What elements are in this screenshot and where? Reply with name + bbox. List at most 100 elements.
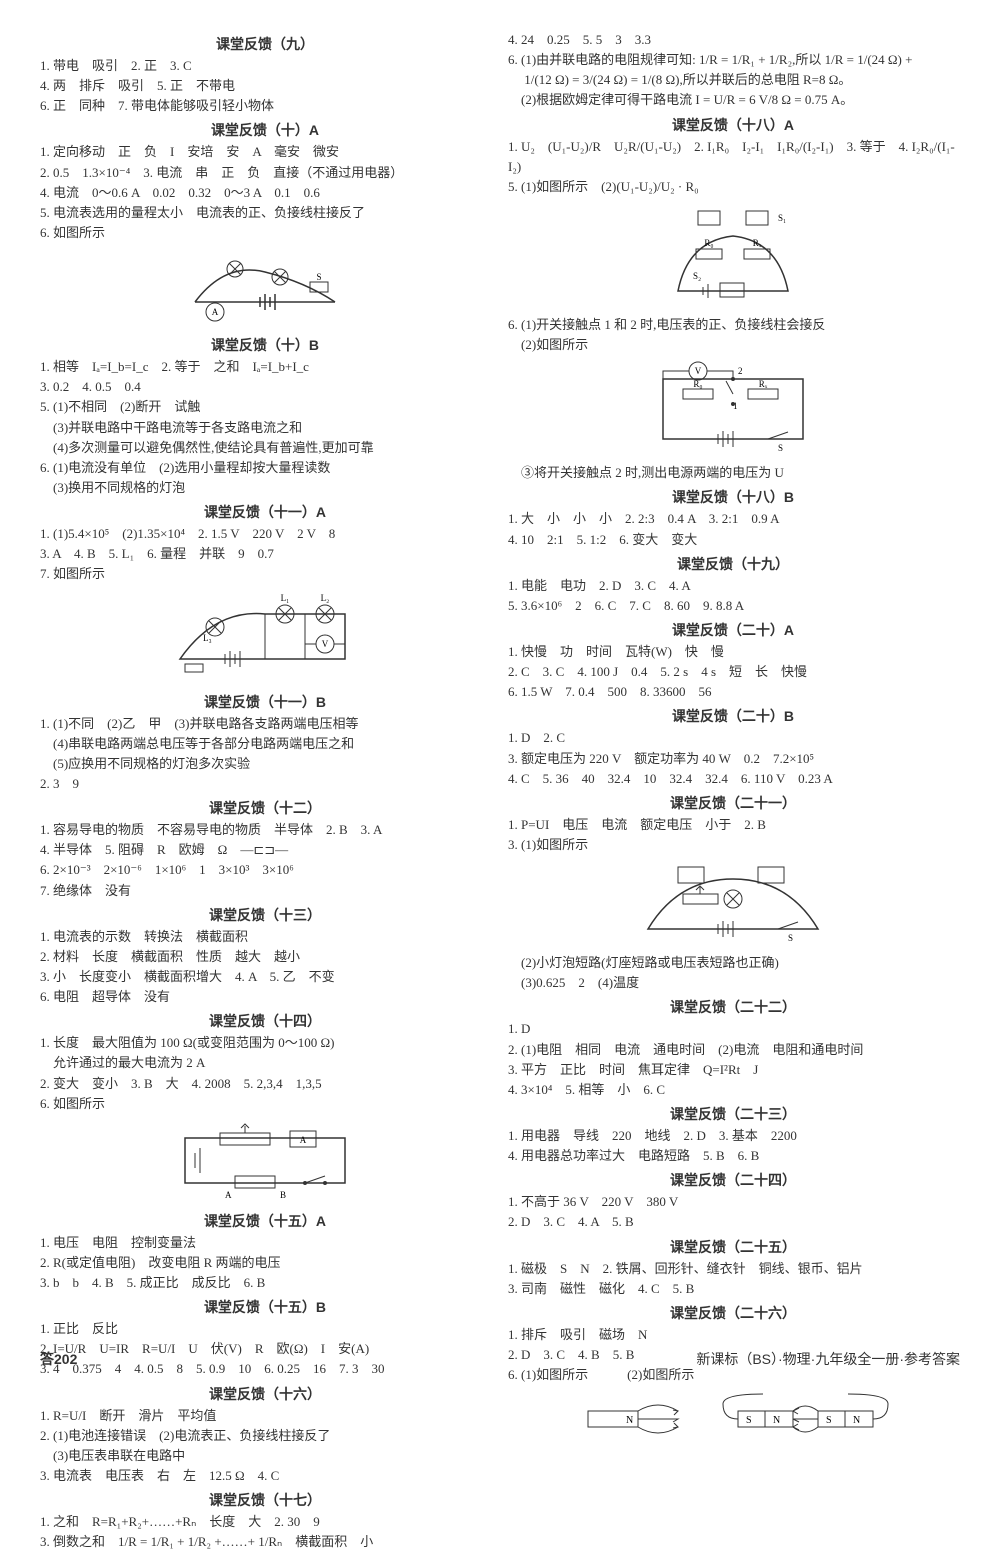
svg-text:S: S bbox=[316, 272, 321, 282]
answer-line: (3)换用不同规格的灯泡 bbox=[40, 478, 490, 498]
answer-line: 4. 半导体 5. 阻碍 R 欧姆 Ω —⊏⊐— bbox=[40, 840, 490, 860]
answer-line: 1. 正比 反比 bbox=[40, 1319, 490, 1339]
svg-text:N: N bbox=[773, 1415, 780, 1426]
circuit-diagram: VR₀Rₓ21S bbox=[638, 359, 828, 459]
answer-line: 3. 司南 磁性 磁化 4. C 5. B bbox=[508, 1279, 958, 1299]
answer-line: 4. 3×10⁴ 5. 相等 小 6. C bbox=[508, 1080, 958, 1100]
answer-line: 1. R=U/I 断开 滑片 平均值 bbox=[40, 1406, 490, 1426]
answer-line: 1. 磁极 S N 2. 铁屑、回形针、缝衣针 铜线、银币、铝片 bbox=[508, 1259, 958, 1279]
svg-text:R₀: R₀ bbox=[704, 238, 713, 248]
section-title: 课堂反馈（二十一） bbox=[508, 793, 958, 813]
svg-text:S: S bbox=[778, 443, 783, 453]
svg-text:Rₓ: Rₓ bbox=[753, 238, 762, 248]
answer-line: 1. 电能 电功 2. D 3. C 4. A bbox=[508, 576, 958, 596]
answer-line: (2)根据欧姆定律可得干路电流 I = U/R = 6 V/8 Ω = 0.75… bbox=[508, 90, 958, 110]
svg-text:A: A bbox=[225, 1190, 232, 1200]
diagram-wrapper: R₀RₓS₁S₂ bbox=[508, 201, 958, 311]
answer-line: 7. 绝缘体 没有 bbox=[40, 881, 490, 901]
svg-text:L₁: L₁ bbox=[281, 593, 290, 603]
answer-line: 1. 大 小 小 小 2. 2:3 0.4 A 3. 2:1 0.9 A bbox=[508, 509, 958, 529]
circuit-diagram: L₁L₂L₃V bbox=[155, 589, 375, 684]
circuit-diagram: R₀RₓS₁S₂ bbox=[648, 201, 818, 311]
answer-line: 1. 带电 吸引 2. 正 3. C bbox=[40, 56, 490, 76]
answer-line: 6. (1)由并联电路的电阻规律可知: 1/R = 1/R₁ + 1/R₂,所以… bbox=[508, 50, 958, 70]
answer-line: 1. 电压 电阻 控制变量法 bbox=[40, 1233, 490, 1253]
answer-line: 6. (1)电流没有单位 (2)选用小量程却按大量程读数 bbox=[40, 458, 490, 478]
answer-line: 1. (1)5.4×10⁵ (2)1.35×10⁴ 2. 1.5 V 220 V… bbox=[40, 524, 490, 544]
section-title: 课堂反馈（二十）B bbox=[508, 706, 958, 726]
answer-line: 2. 材料 长度 横截面积 性质 越大 越小 bbox=[40, 947, 490, 967]
answer-line: 1. U₂ (U₁-U₂)/R U₂R/(U₁-U₂) 2. I₁R₀ I₂-I… bbox=[508, 137, 958, 177]
answer-line: 6. (1)开关接触点 1 和 2 时,电压表的正、负接线柱会接反 bbox=[508, 315, 958, 335]
answer-line: 2. 0.5 1.3×10⁻⁴ 3. 电流 串 正 负 直接（不通过用电器） bbox=[40, 163, 490, 183]
answer-line: 6. 如图所示 bbox=[40, 223, 490, 243]
svg-text:L₃: L₃ bbox=[203, 633, 212, 643]
answer-line: 5. (1)如图所示 (2)(U₁-U₂)/U₂ · R₀ bbox=[508, 177, 958, 197]
svg-text:S: S bbox=[788, 933, 793, 943]
answer-line: 1. 快慢 功 时间 瓦特(W) 快 慢 bbox=[508, 642, 958, 662]
svg-text:V: V bbox=[322, 639, 329, 649]
svg-text:A: A bbox=[300, 1135, 307, 1145]
answer-line: 1. 不高于 36 V 220 V 380 V bbox=[508, 1192, 958, 1212]
answer-line: 7. 如图所示 bbox=[40, 564, 490, 584]
section-title: 课堂反馈（二十三） bbox=[508, 1104, 958, 1124]
circuit-diagram: AAB bbox=[165, 1118, 365, 1203]
answer-line: (2)小灯泡短路(灯座短路或电压表短路也正确) bbox=[508, 953, 958, 973]
answer-line: 2. C 3. C 4. 100 J 0.4 5. 2 s 4 s 短 长 快慢 bbox=[508, 662, 958, 682]
answer-line: (2)如图所示 bbox=[508, 335, 958, 355]
answer-line: 3. 电流表 电压表 右 左 12.5 Ω 4. C bbox=[40, 1466, 490, 1486]
section-title: 课堂反馈（十四） bbox=[40, 1011, 490, 1031]
two-column-layout: 课堂反馈（九）1. 带电 吸引 2. 正 3. C4. 两 排斥 吸引 5. 正… bbox=[40, 30, 960, 1330]
answer-line: 4. 10 2:1 5. 1:2 6. 变大 变大 bbox=[508, 530, 958, 550]
answer-line: 3. b b 4. B 5. 成正比 成反比 6. B bbox=[40, 1273, 490, 1293]
section-title: 课堂反馈（十一）A bbox=[40, 502, 490, 522]
diagram-wrapper: SA bbox=[40, 247, 490, 327]
section-title: 课堂反馈（二十五） bbox=[508, 1237, 958, 1257]
svg-text:S: S bbox=[826, 1415, 832, 1426]
section-title: 课堂反馈（十七） bbox=[40, 1490, 490, 1510]
section-title: 课堂反馈（九） bbox=[40, 34, 490, 54]
answer-line: 3. 小 长度变小 横截面积增大 4. A 5. 乙 不变 bbox=[40, 967, 490, 987]
answer-line: (5)应换用不同规格的灯泡多次实验 bbox=[40, 754, 490, 774]
answer-line: 1. 用电器 导线 220 地线 2. D 3. 基本 2200 bbox=[508, 1126, 958, 1146]
answer-line: 1. D bbox=[508, 1019, 958, 1039]
answer-line: 3. 额定电压为 220 V 额定功率为 40 W 0.2 7.2×10⁵ bbox=[508, 749, 958, 769]
section-title: 课堂反馈（十二） bbox=[40, 798, 490, 818]
diagram-wrapper: L₁L₂L₃V bbox=[40, 589, 490, 684]
answer-line: 2. (1)电池连接错误 (2)电流表正、负接线柱接反了 bbox=[40, 1426, 490, 1446]
section-title: 课堂反馈（十五）B bbox=[40, 1297, 490, 1317]
svg-text:2: 2 bbox=[738, 366, 743, 376]
answer-line: 1. P=UI 电压 电流 额定电压 小于 2. B bbox=[508, 815, 958, 835]
answer-line: 4. 24 0.25 5. 5 3 3.3 bbox=[508, 30, 958, 50]
book-title: 新课标（BS）·物理·九年级全一册·参考答案 bbox=[696, 1349, 960, 1369]
svg-text:N: N bbox=[626, 1415, 633, 1426]
section-title: 课堂反馈（十三） bbox=[40, 905, 490, 925]
answer-line: 6. 1.5 W 7. 0.4 500 8. 33600 56 bbox=[508, 682, 958, 702]
left-column: 课堂反馈（九）1. 带电 吸引 2. 正 3. C4. 两 排斥 吸引 5. 正… bbox=[40, 30, 490, 1330]
answer-line: 4. 两 排斥 吸引 5. 正 不带电 bbox=[40, 76, 490, 96]
answer-line: 3. (1)如图所示 bbox=[508, 835, 958, 855]
diagram-wrapper: S bbox=[508, 859, 958, 949]
section-title: 课堂反馈（二十）A bbox=[508, 620, 958, 640]
answer-line: 1/(12 Ω) = 3/(24 Ω) = 1/(8 Ω),所以并联后的总电阻 … bbox=[508, 70, 958, 90]
answer-line: 6. 2×10⁻³ 2×10⁻⁶ 1×10⁶ 1 3×10³ 3×10⁶ bbox=[40, 860, 490, 880]
answer-line: 3. A 4. B 5. L₁ 6. 量程 并联 9 0.7 bbox=[40, 544, 490, 564]
answer-line: 3. 平方 正比 时间 焦耳定律 Q=I²Rt J bbox=[508, 1060, 958, 1080]
answer-line: 3. 倒数之和 1/R = 1/R₁ + 1/R₂ +……+ 1/Rₙ 横截面积… bbox=[40, 1532, 490, 1552]
page-footer: 答202 新课标（BS）·物理·九年级全一册·参考答案 bbox=[40, 1349, 960, 1369]
section-title: 课堂反馈（十八）B bbox=[508, 487, 958, 507]
answer-line: (3)电压表串联在电路中 bbox=[40, 1446, 490, 1466]
section-title: 课堂反馈（十五）A bbox=[40, 1211, 490, 1231]
section-title: 课堂反馈（二十四） bbox=[508, 1170, 958, 1190]
answer-line: 1. 电流表的示数 转换法 横截面积 bbox=[40, 927, 490, 947]
page-num: 202 bbox=[54, 1351, 77, 1367]
page-label: 答 bbox=[40, 1351, 54, 1367]
page-number: 答202 bbox=[40, 1349, 77, 1369]
diagram-wrapper: VR₀Rₓ21S bbox=[508, 359, 958, 459]
answer-line: 1. 容易导电的物质 不容易导电的物质 半导体 2. B 3. A bbox=[40, 820, 490, 840]
answer-line: 1. 相等 Iₐ=I_b=I_c 2. 等于 之和 Iₐ=I_b+I_c bbox=[40, 357, 490, 377]
circuit-diagram: S bbox=[628, 859, 838, 949]
answer-line: ③将开关接触点 2 时,测出电源两端的电压为 U bbox=[508, 463, 958, 483]
svg-text:N: N bbox=[853, 1415, 860, 1426]
answer-line: (4)串联电路两端总电压等于各部分电路两端电压之和 bbox=[40, 734, 490, 754]
